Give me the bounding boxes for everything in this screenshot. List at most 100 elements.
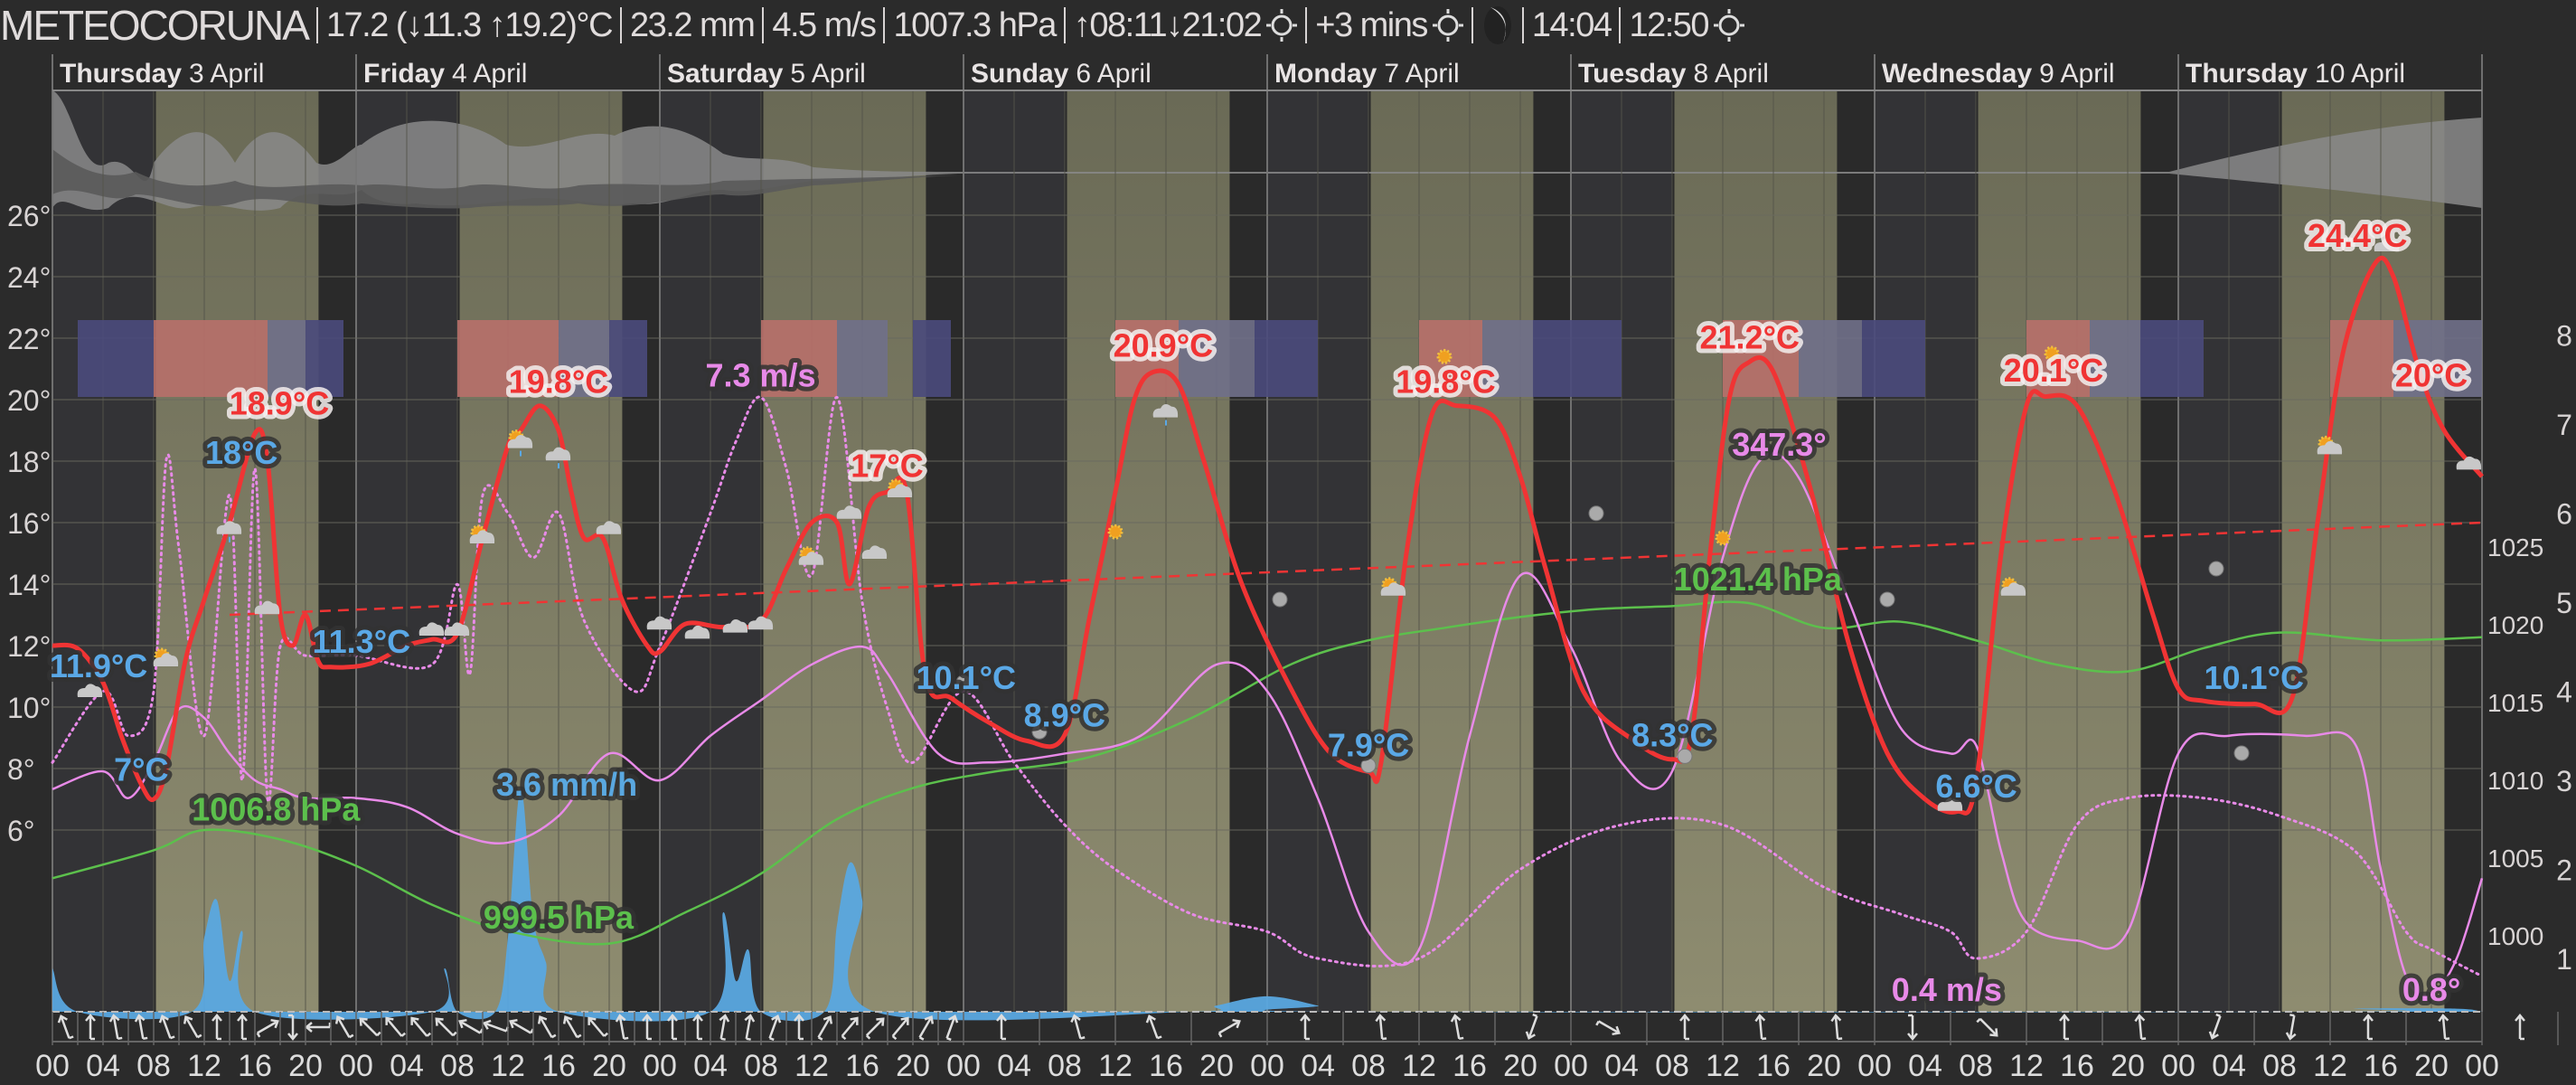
header-time-a: 14:04 xyxy=(1531,5,1612,44)
arrow-glyph xyxy=(1830,1014,1843,1041)
wind-arrow-icon xyxy=(1300,1014,1311,1041)
series-lines xyxy=(51,255,2484,997)
hour-label: 20 xyxy=(288,1049,323,1083)
hour-label: 16 xyxy=(2060,1049,2094,1083)
temperature-bar xyxy=(306,320,343,397)
moon-icon xyxy=(1031,723,1048,740)
hour-label: 16 xyxy=(1453,1049,1487,1083)
wind-tick-label: 2 xyxy=(2556,854,2572,887)
wind-arrow-icon xyxy=(817,1015,833,1041)
cloud-glyph xyxy=(684,625,710,639)
header-rain: 23.2 mm xyxy=(630,5,756,44)
sun-glyph xyxy=(1436,348,1453,364)
cloud-glyph xyxy=(254,600,280,615)
hour-label: 16 xyxy=(2364,1049,2398,1083)
sun-icon xyxy=(1266,9,1298,42)
cloud-icon xyxy=(254,600,280,615)
hour-label: 12 xyxy=(794,1049,829,1083)
temperature-tick-label: 22° xyxy=(7,323,51,355)
day-date: 4 April xyxy=(452,59,527,89)
arrow-glyph xyxy=(458,1018,484,1034)
temperature-bar xyxy=(1482,320,1533,397)
header-time-b: 12:50 xyxy=(1629,5,1709,44)
wind-arrows-row xyxy=(52,1011,2559,1045)
cloud-glyph xyxy=(798,552,824,565)
wind-arrow-icon xyxy=(410,1016,431,1037)
arrow-glyph xyxy=(1595,1020,1621,1036)
temperature-bar xyxy=(457,320,521,397)
temperature-bar xyxy=(559,320,609,397)
hour-label: 20 xyxy=(2111,1049,2145,1083)
arrow-glyph xyxy=(2208,1013,2222,1041)
hour-label: 12 xyxy=(491,1049,525,1083)
annotation-label-low: 10.1°C xyxy=(2205,659,2304,696)
sun-glyph xyxy=(1107,524,1123,540)
cloud-icon xyxy=(747,616,774,630)
arrow-glyph xyxy=(287,1014,298,1041)
arrow-glyph xyxy=(108,1014,123,1041)
annotation-label-high: 24.4°C xyxy=(2308,217,2407,254)
arrow-glyph xyxy=(918,1015,935,1041)
wind-arrow-icon xyxy=(562,1015,582,1039)
sun-cloud-icon xyxy=(2000,577,2026,596)
moon-glyph xyxy=(955,675,972,691)
hour-labels: 00 04 08 12 16 20 00 04 08 12 16 20 00 04 08 12 16 20 00 04… xyxy=(35,1049,2499,1083)
cloud-icon xyxy=(2456,456,2482,470)
arrow-glyph xyxy=(615,1014,629,1041)
arrow-glyph xyxy=(1300,1014,1311,1041)
moon-icon xyxy=(2208,561,2224,577)
temperature-bar xyxy=(1862,320,1925,397)
sun-cloud-icon xyxy=(887,478,913,497)
annotation-label-high: 20°C xyxy=(2395,356,2468,393)
hour-label: 20 xyxy=(1199,1049,1234,1083)
arrow-glyph xyxy=(768,1014,782,1042)
arrow-glyph xyxy=(794,1014,804,1041)
temperature-tick-label: 24° xyxy=(7,261,51,294)
moon-glyph xyxy=(1588,505,1604,522)
wind-arrow-icon xyxy=(794,1014,804,1041)
wind-arrow-icon xyxy=(1754,1014,1767,1041)
day-name: Monday xyxy=(1274,59,1377,89)
day-date: 3 April xyxy=(189,59,264,89)
day-name: Thursday xyxy=(60,59,182,89)
wind-arrow-icon xyxy=(509,1018,534,1034)
day-name: Tuesday xyxy=(1578,59,1687,89)
cloud-icon xyxy=(836,505,862,519)
hour-label: 08 xyxy=(2262,1049,2297,1083)
arrow-glyph xyxy=(2438,1014,2450,1041)
wind-arrow-icon xyxy=(2363,1014,2374,1041)
wind-arrow-icon xyxy=(1525,1013,1538,1041)
arrow-glyph xyxy=(334,1015,354,1039)
cloud-glyph xyxy=(646,616,672,630)
weather-icons xyxy=(77,238,2482,811)
daylight-band xyxy=(1674,90,1838,1012)
sun-glyph xyxy=(2044,345,2060,362)
header-sun-times: ↑08:11↓21:02 xyxy=(1073,5,1263,44)
day-name: Wednesday xyxy=(1882,59,2032,89)
arrow-glyph xyxy=(410,1016,431,1037)
arrow-glyph xyxy=(509,1018,534,1034)
cloud-icon xyxy=(684,625,710,639)
day-label: Friday 4 April xyxy=(363,59,527,89)
wind-arrow-icon xyxy=(237,1014,248,1041)
arrow-glyph xyxy=(1976,1017,1998,1037)
arrow-glyph xyxy=(2285,1014,2297,1041)
hour-label: 20 xyxy=(592,1049,626,1083)
arrow-glyph xyxy=(85,1014,96,1041)
header-wind: 4.5 m/s xyxy=(772,5,877,44)
sun-icon xyxy=(1107,524,1123,540)
wind-speed-line xyxy=(52,451,2484,997)
hour-label: 12 xyxy=(2313,1049,2347,1083)
day-date: 8 April xyxy=(1694,59,1769,89)
hour-label: 08 xyxy=(440,1049,475,1083)
hour-label: 04 xyxy=(1908,1049,1942,1083)
temperature-bar xyxy=(1115,320,1179,397)
grid xyxy=(52,54,2483,1012)
divider xyxy=(620,7,623,43)
day-name: Friday xyxy=(363,59,445,89)
hour-label: 04 xyxy=(997,1049,1031,1083)
sun-cloud-icon xyxy=(2317,435,2343,455)
hour-label: 20 xyxy=(1503,1049,1537,1083)
hour-label: 20 xyxy=(896,1049,930,1083)
annotation-label-low: 8.3°C xyxy=(1631,716,1713,753)
